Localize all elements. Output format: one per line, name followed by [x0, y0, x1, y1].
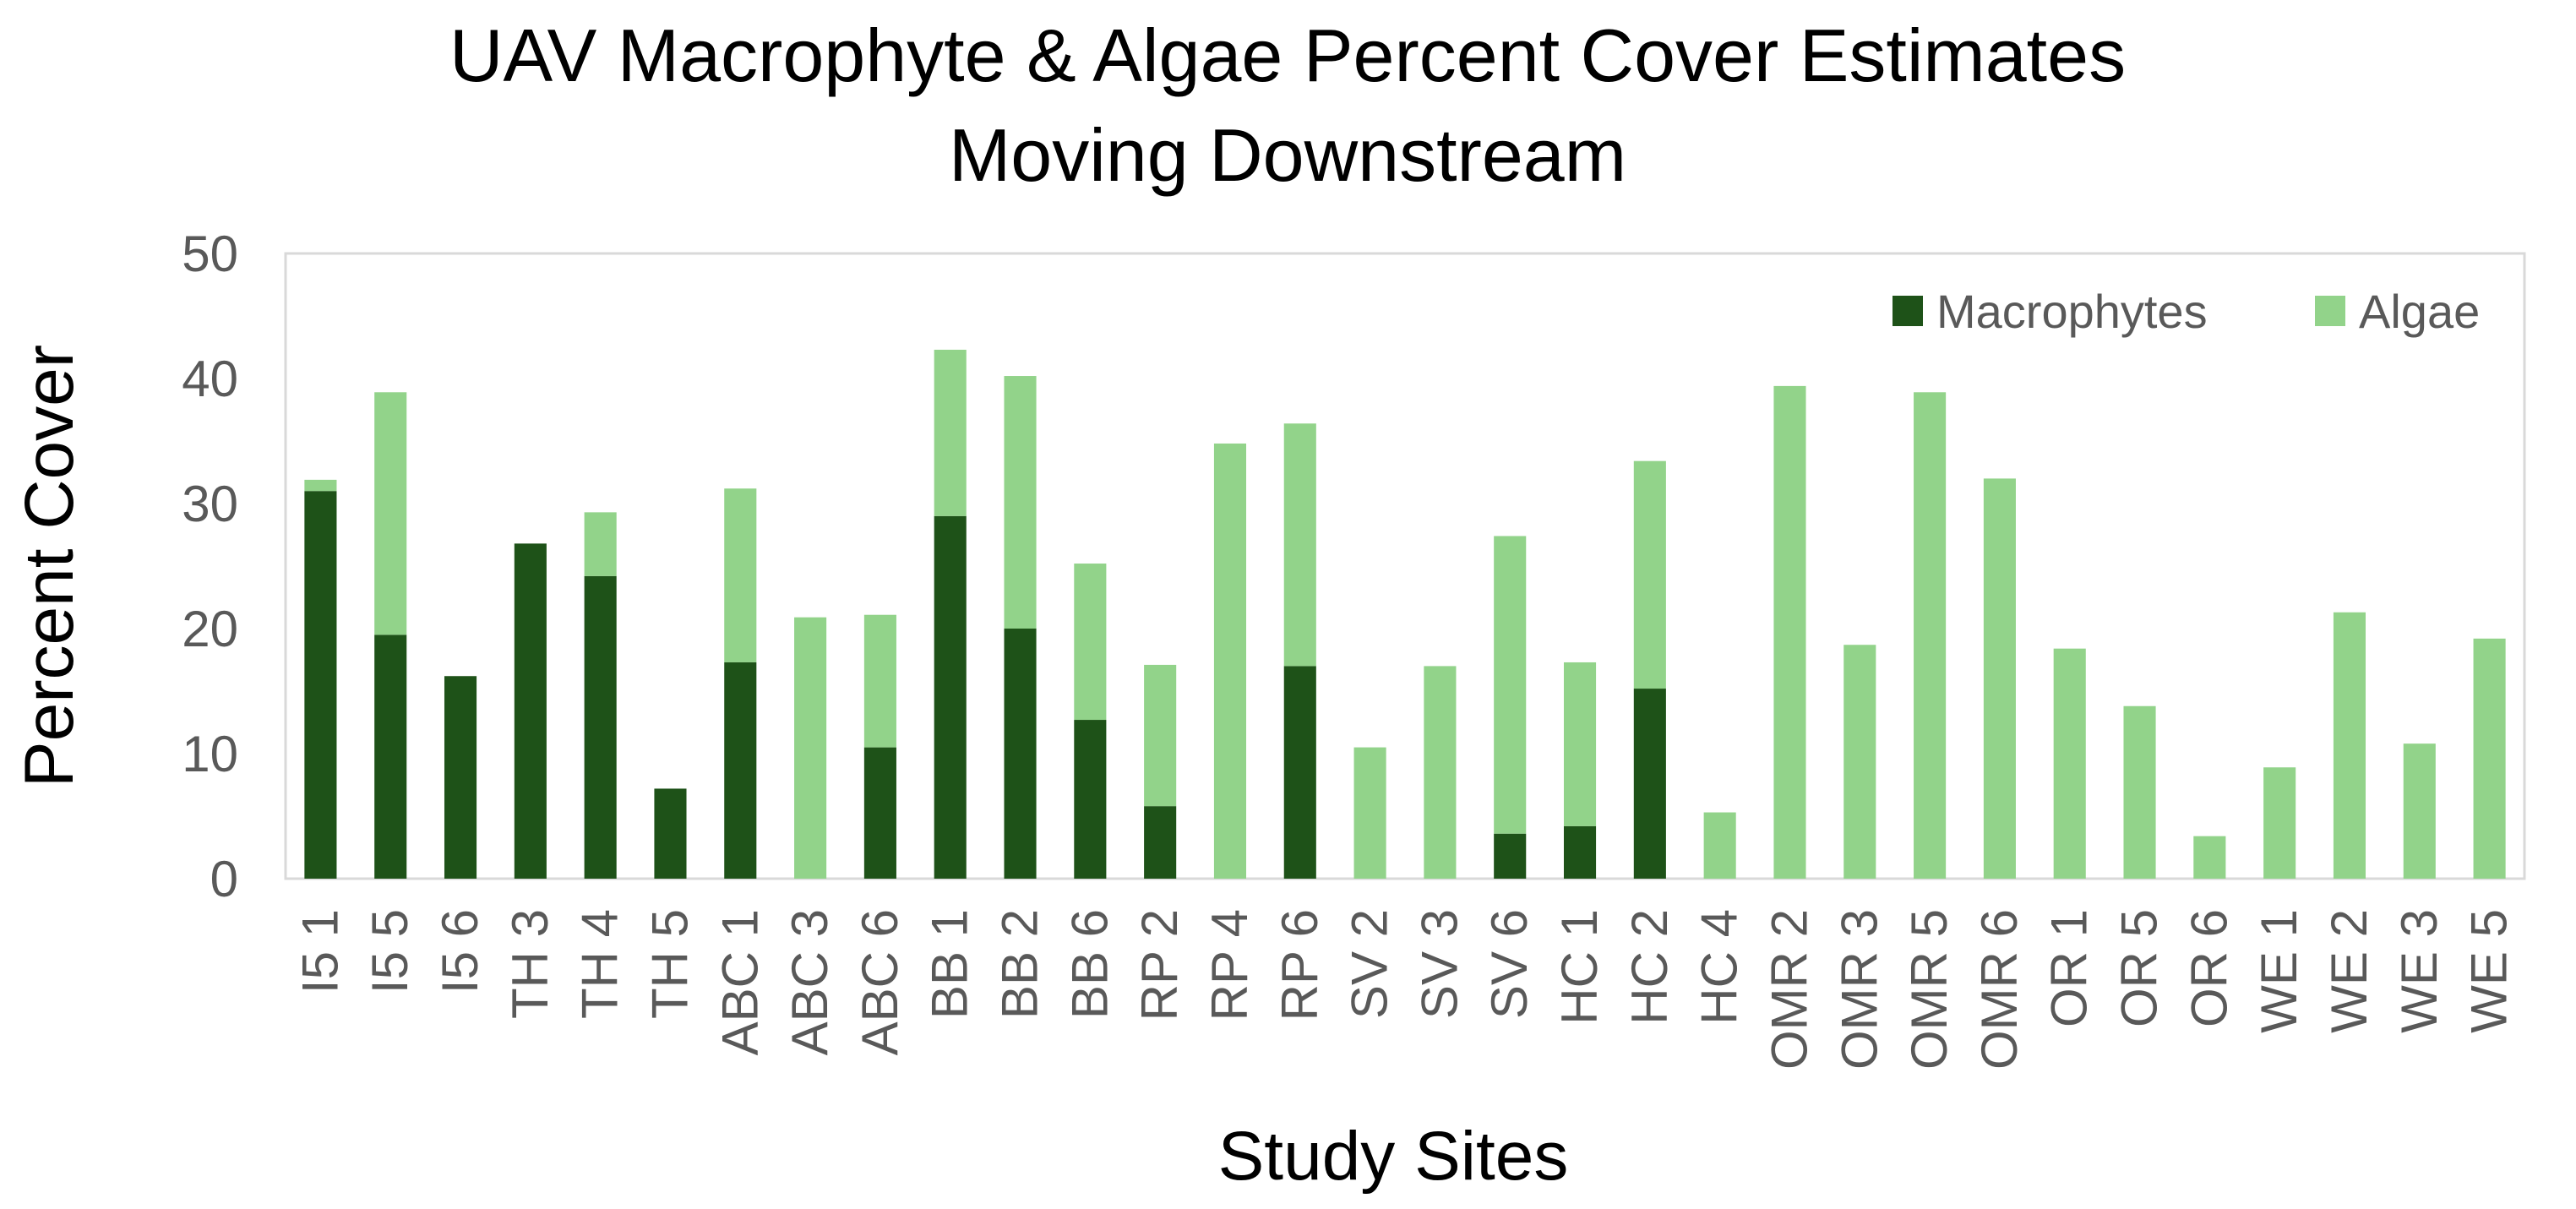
bar-macrophytes-hc-1	[1563, 825, 1597, 879]
x-tick-label-omr-5: OMR 5	[1901, 909, 1958, 1070]
bar-macrophytes-sv-6	[1494, 833, 1527, 879]
y-tick-label: 10	[182, 726, 238, 782]
x-tick-label-rp-6: RP 6	[1272, 909, 1328, 1021]
x-tick-label-abc-3: ABC 3	[782, 909, 838, 1055]
x-tick-label-we-1: WE 1	[2251, 909, 2307, 1033]
y-axis-title: Percent Cover	[11, 345, 88, 787]
legend: Macrophytes Algae	[1893, 285, 2480, 338]
bar-algae-abc-6	[863, 614, 896, 748]
x-tick-label-omr-3: OMR 3	[1831, 909, 1887, 1070]
x-tick-label-bb-2: BB 2	[992, 909, 1048, 1019]
bar-algae-rp-4	[1213, 443, 1247, 879]
bar-algae-or-5	[2123, 705, 2156, 879]
bar-macrophytes-abc-6	[863, 747, 896, 879]
x-tick-label-abc-1: ABC 1	[711, 909, 768, 1055]
legend-label-algae: Algae	[2359, 285, 2480, 338]
bar-algae-we-2	[2333, 612, 2366, 879]
bar-macrophytes-bb-2	[1004, 629, 1037, 879]
bar-algae-rp-6	[1283, 423, 1316, 667]
y-tick-label: 0	[210, 851, 238, 907]
y-tick-label: 30	[182, 476, 238, 532]
bar-macrophytes-rp-2	[1144, 806, 1177, 879]
bar-algae-i5-5	[374, 392, 407, 635]
x-tick-label-or-5: OR 5	[2111, 909, 2168, 1027]
x-tick-label-i5-1: I5 1	[291, 909, 348, 994]
x-tick-label-abc-6: ABC 6	[852, 909, 908, 1055]
x-tick-label-sv-3: SV 3	[1411, 909, 1468, 1019]
chart-title-line-2: Moving Downstream	[949, 113, 1626, 197]
bar-algae-or-1	[2053, 648, 2086, 879]
bar-algae-bb-1	[934, 349, 967, 516]
x-tick-label-sv-6: SV 6	[1481, 909, 1538, 1019]
x-tick-label-omr-6: OMR 6	[1971, 909, 2028, 1070]
x-tick-label-bb-6: BB 6	[1061, 909, 1118, 1019]
x-tick-label-rp-4: RP 4	[1201, 909, 1258, 1021]
bar-algae-i5-1	[304, 479, 337, 492]
bar-algae-abc-1	[724, 488, 757, 662]
bar-algae-abc-3	[794, 617, 827, 879]
bar-algae-rp-2	[1144, 664, 1177, 807]
bar-algae-sv-3	[1424, 666, 1457, 879]
bar-macrophytes-bb-1	[934, 515, 967, 879]
x-tick-label-th-5: TH 5	[641, 909, 698, 1019]
bar-algae-sv-2	[1353, 747, 1386, 879]
y-tick-label: 50	[182, 226, 238, 282]
x-tick-label-rp-2: RP 2	[1131, 909, 1188, 1021]
bar-algae-omr-5	[1914, 392, 1947, 879]
bar-macrophytes-th-5	[654, 788, 687, 879]
x-tick-label-we-2: WE 2	[2321, 909, 2377, 1033]
bar-algae-omr-3	[1844, 645, 1876, 879]
bar-algae-or-6	[2193, 836, 2226, 879]
y-tick-label: 40	[182, 351, 238, 407]
y-axis-tick-labels: 0 10 20 30 40 50	[182, 226, 238, 907]
bar-macrophytes-hc-2	[1633, 689, 1666, 879]
x-tick-label-hc-1: HC 1	[1551, 909, 1608, 1025]
bar-algae-hc-2	[1633, 460, 1666, 689]
bar-algae-sv-6	[1494, 536, 1527, 834]
bar-algae-bb-2	[1004, 376, 1037, 629]
y-tick-label: 20	[182, 601, 238, 657]
bar-algae-hc-1	[1563, 662, 1597, 826]
bars-group	[304, 349, 2506, 879]
x-tick-label-hc-2: HC 2	[1621, 909, 1678, 1025]
bar-macrophytes-th-4	[584, 575, 617, 879]
bar-algae-we-5	[2473, 638, 2506, 879]
bar-macrophytes-i5-1	[304, 491, 337, 879]
x-tick-label-omr-2: OMR 2	[1761, 909, 1817, 1070]
x-tick-label-th-3: TH 3	[502, 909, 558, 1019]
x-axis-title: Study Sites	[1218, 1118, 1569, 1195]
bar-algae-omr-6	[1983, 478, 2016, 879]
bar-algae-we-1	[2263, 767, 2296, 879]
bar-algae-hc-4	[1703, 812, 1736, 879]
bar-algae-omr-2	[1773, 385, 1806, 879]
legend-swatch-macrophytes	[1893, 296, 1923, 326]
plot-area-border	[284, 252, 2526, 880]
x-tick-label-th-4: TH 4	[572, 909, 629, 1019]
x-tick-label-sv-2: SV 2	[1342, 909, 1398, 1019]
x-tick-label-or-6: OR 6	[2181, 909, 2237, 1027]
x-tick-label-i5-5: I5 5	[362, 909, 418, 994]
x-tick-label-bb-1: BB 1	[922, 909, 978, 1019]
bar-algae-bb-6	[1074, 564, 1107, 721]
bar-macrophytes-th-3	[514, 543, 547, 879]
bar-algae-th-4	[584, 512, 617, 576]
x-tick-label-i5-6: I5 6	[432, 909, 488, 994]
bar-macrophytes-bb-6	[1074, 720, 1107, 879]
bar-macrophytes-i5-6	[444, 676, 477, 879]
legend-label-macrophytes: Macrophytes	[1936, 285, 2208, 338]
x-tick-label-we-3: WE 3	[2391, 909, 2448, 1033]
bar-macrophytes-rp-6	[1283, 666, 1316, 879]
legend-swatch-algae	[2315, 296, 2345, 326]
x-tick-label-hc-4: HC 4	[1691, 909, 1748, 1025]
x-tick-label-we-5: WE 5	[2461, 909, 2518, 1033]
bar-macrophytes-abc-1	[724, 662, 757, 879]
x-tick-label-or-1: OR 1	[2041, 909, 2098, 1027]
bar-macrophytes-i5-5	[374, 634, 407, 879]
chart-title-line-1: UAV Macrophyte & Algae Percent Cover Est…	[449, 14, 2126, 97]
bar-algae-we-3	[2403, 743, 2436, 879]
